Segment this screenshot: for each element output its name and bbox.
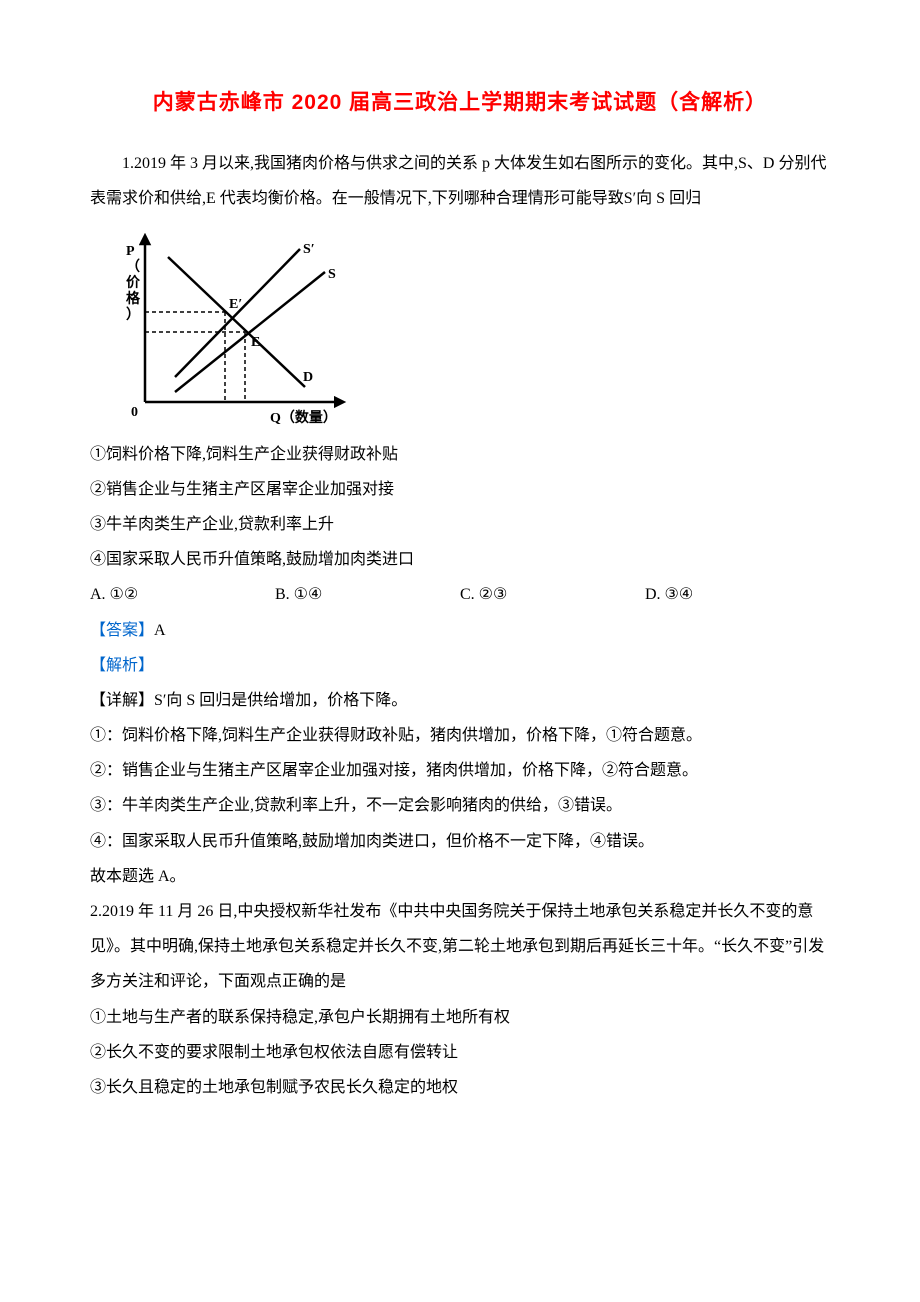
q1-detail-3: ③：牛羊肉类生产企业,贷款利率上升，不一定会影响猪肉的供给，③错误。 xyxy=(90,788,830,823)
svg-text:）: ） xyxy=(126,307,140,323)
svg-text:E′: E′ xyxy=(229,297,242,312)
page-title: 内蒙古赤峰市 2020 届高三政治上学期期末考试试题（含解析） xyxy=(90,80,830,126)
answer-label: 【答案】 xyxy=(90,622,154,639)
q1-choice-d: D. ③④ xyxy=(645,577,830,612)
q1-detail-4: ④：国家采取人民币升值策略,鼓励增加肉类进口，但价格不一定下降，④错误。 xyxy=(90,824,830,859)
q2-option-1: ①土地与生产者的联系保持稳定,承包户长期拥有土地所有权 xyxy=(90,1000,830,1035)
q1-detail-1: ①：饲料价格下降,饲料生产企业获得财政补贴，猪肉供增加，价格下降，①符合题意。 xyxy=(90,718,830,753)
svg-text:E: E xyxy=(251,335,260,350)
svg-text:0: 0 xyxy=(131,405,138,420)
answer-value: A xyxy=(154,622,166,639)
svg-text:D: D xyxy=(303,370,313,385)
q1-option-2: ②销售企业与生猪主产区屠宰企业加强对接 xyxy=(90,472,830,507)
svg-text:格: 格 xyxy=(126,290,141,307)
q1-answer-line: 【答案】A xyxy=(90,613,830,648)
q1-option-3: ③牛羊肉类生产企业,贷款利率上升 xyxy=(90,507,830,542)
svg-text:Q（数量）: Q（数量） xyxy=(270,409,337,426)
q1-option-1: ①饲料价格下降,饲料生产企业获得财政补贴 xyxy=(90,437,830,472)
q1-choices-row: A. ①② B. ①④ C. ②③ D. ③④ xyxy=(90,577,830,612)
svg-text:S: S xyxy=(328,267,336,282)
jiexi-label: 【解析】 xyxy=(90,648,830,683)
q2-stem: 2.2019 年 11 月 26 日,中央授权新华社发布《中共中央国务院关于保持… xyxy=(90,894,830,1000)
svg-text:S′: S′ xyxy=(303,242,315,257)
q1-option-4: ④国家采取人民币升值策略,鼓励增加肉类进口 xyxy=(90,542,830,577)
q2-option-2: ②长久不变的要求限制土地承包权依法自愿有偿转让 xyxy=(90,1035,830,1070)
svg-text:P: P xyxy=(126,244,135,259)
q1-choice-b: B. ①④ xyxy=(275,577,460,612)
q2-option-3: ③长久且稳定的土地承包制赋予农民长久稳定的地权 xyxy=(90,1070,830,1105)
svg-text:价: 价 xyxy=(126,275,141,291)
q1-choice-c: C. ②③ xyxy=(460,577,645,612)
q1-stem: 1.2019 年 3 月以来,我国猪肉价格与供求之间的关系 p 大体发生如右图所… xyxy=(90,146,830,216)
q1-choice-a: A. ①② xyxy=(90,577,275,612)
supply-demand-chart: P（价格） Q（数量） 0 S′ S D E E′ xyxy=(120,227,370,427)
svg-text:（: （ xyxy=(126,259,140,275)
q1-detail-5: 故本题选 A。 xyxy=(90,859,830,894)
q1-detail-0: 【详解】S′向 S 回归是供给增加，价格下降。 xyxy=(90,683,830,718)
q1-detail-2: ②：销售企业与生猪主产区屠宰企业加强对接，猪肉供增加，价格下降，②符合题意。 xyxy=(90,753,830,788)
